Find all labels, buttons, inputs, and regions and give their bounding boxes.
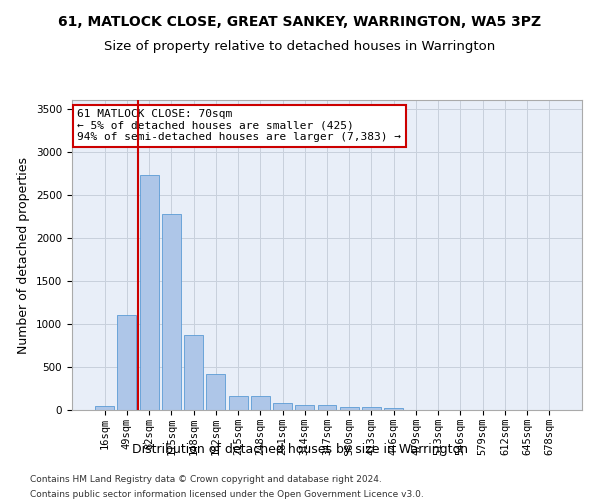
Text: Size of property relative to detached houses in Warrington: Size of property relative to detached ho… — [104, 40, 496, 53]
Bar — [273, 402, 292, 410]
Text: Contains HM Land Registry data © Crown copyright and database right 2024.: Contains HM Land Registry data © Crown c… — [30, 475, 382, 484]
Bar — [184, 335, 203, 410]
Bar — [118, 316, 136, 410]
Bar — [206, 374, 225, 410]
Bar — [295, 405, 314, 410]
Bar — [317, 406, 337, 410]
Text: Contains public sector information licensed under the Open Government Licence v3: Contains public sector information licen… — [30, 490, 424, 499]
Bar — [229, 396, 248, 410]
Bar — [384, 408, 403, 410]
Text: 61 MATLOCK CLOSE: 70sqm
← 5% of detached houses are smaller (425)
94% of semi-de: 61 MATLOCK CLOSE: 70sqm ← 5% of detached… — [77, 110, 401, 142]
Text: 61, MATLOCK CLOSE, GREAT SANKEY, WARRINGTON, WA5 3PZ: 61, MATLOCK CLOSE, GREAT SANKEY, WARRING… — [58, 15, 542, 29]
Bar — [362, 408, 381, 410]
Bar — [162, 214, 181, 410]
Bar — [340, 408, 359, 410]
Bar — [251, 396, 270, 410]
Y-axis label: Number of detached properties: Number of detached properties — [17, 156, 31, 354]
Bar — [95, 406, 114, 410]
Text: Distribution of detached houses by size in Warrington: Distribution of detached houses by size … — [132, 442, 468, 456]
Bar — [140, 175, 158, 410]
